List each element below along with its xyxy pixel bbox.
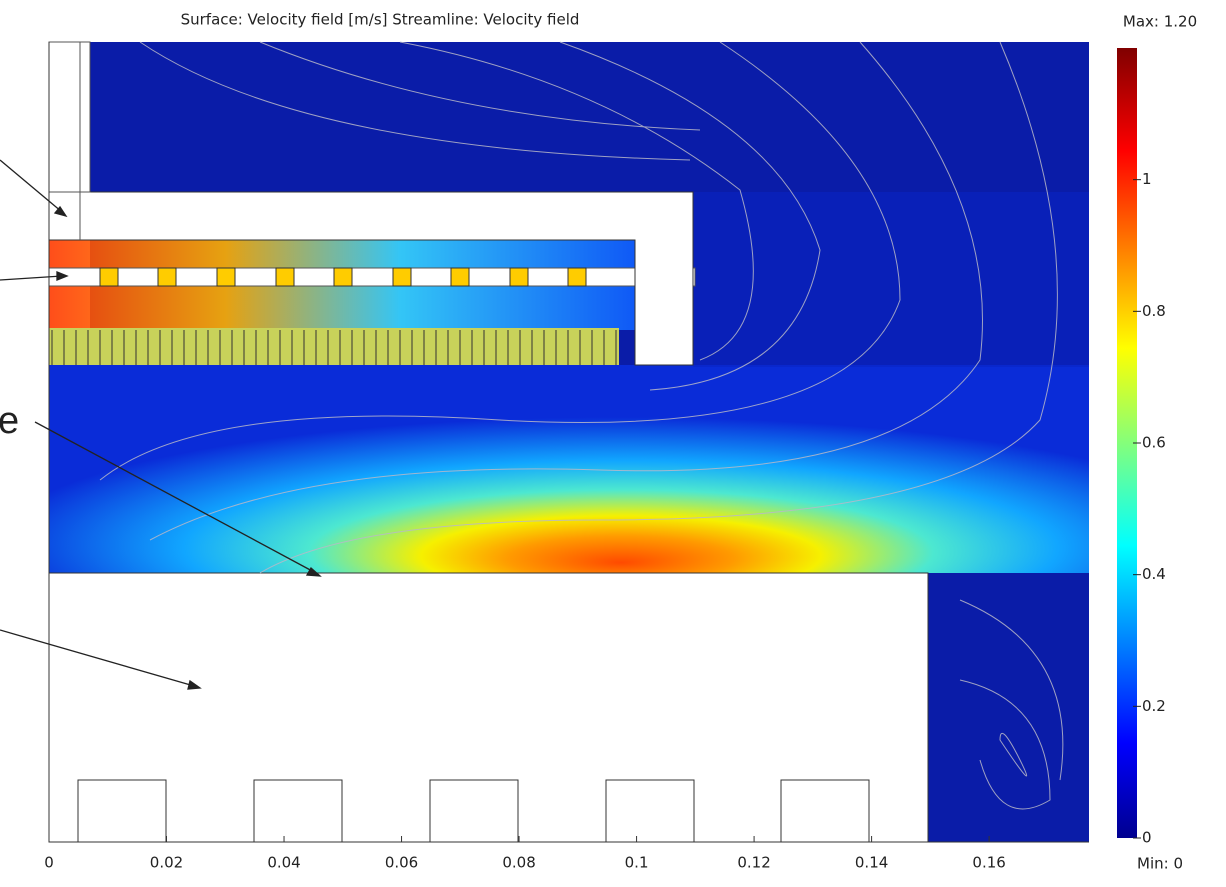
arrows: [0, 159, 322, 690]
x-tick-label: 0.04: [267, 854, 300, 872]
colorbar-tick-label: 1: [1142, 170, 1152, 188]
x-tick-label: 0.16: [972, 854, 1005, 872]
chart-title: Surface: Velocity field [m/s] Streamline…: [181, 11, 580, 29]
colorbar-tick-label: 0: [1142, 829, 1152, 847]
x-tick-label: 0.02: [150, 854, 183, 872]
x-tick-label: 0.12: [737, 854, 770, 872]
field: [48, 41, 1089, 843]
max-label: Max: 1.20: [1123, 13, 1197, 31]
x-tick-label: 0.1: [625, 854, 649, 872]
colorbar-tick-label: 0.6: [1142, 434, 1166, 452]
annotation: e: [0, 400, 19, 442]
x-tick-label: 0.08: [502, 854, 535, 872]
x-tick-label: 0.14: [855, 854, 888, 872]
colorbar: [1117, 48, 1137, 838]
colorbar-tick-label: 0.2: [1142, 697, 1166, 715]
x-tick-label: 0: [44, 854, 54, 872]
colorbar-tick-label: 0.4: [1142, 565, 1166, 583]
min-label: Min: 0: [1137, 855, 1183, 873]
colorbar-tick-label: 0.8: [1142, 302, 1166, 320]
x-tick-label: 0.06: [385, 854, 418, 872]
